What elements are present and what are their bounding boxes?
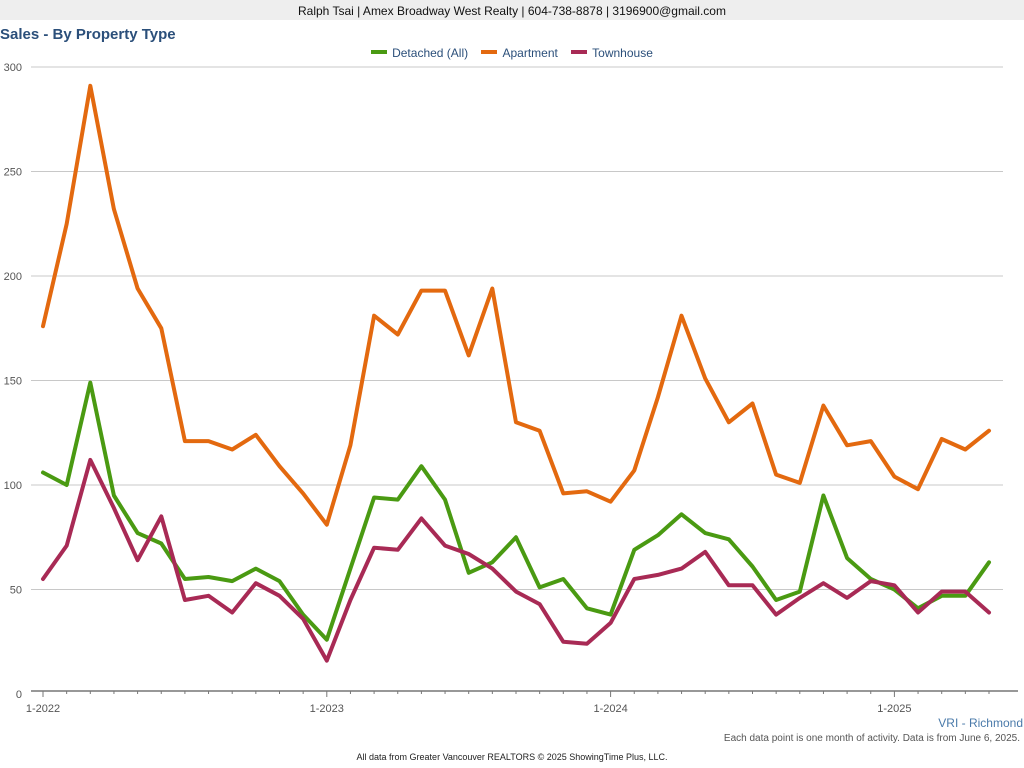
y-tick-label: 150 [4,376,22,388]
legend-swatch-apartment [481,49,498,54]
series-line-apartment [41,83,991,527]
legend-label-detached: Detached (All) [392,46,469,60]
x-tick-label: 1-2022 [26,703,60,715]
y-tick-label: 0 [16,689,22,701]
legend-label-townhouse: Townhouse [592,46,653,60]
data-note: Each data point is one month of activity… [723,733,1020,744]
legend-item-detached[interactable]: Detached (All) [371,46,468,60]
x-tick-label: 1-2023 [310,703,344,715]
region-label: VRI - Richmond [938,716,1023,730]
legend-item-apartment[interactable]: Apartment [481,46,558,60]
y-tick-label: 250 [4,167,22,179]
y-tick-label: 50 [10,585,22,597]
series-line-townhouse [41,457,991,663]
y-tick-label: 200 [4,271,22,283]
legend-swatch-detached [371,49,388,54]
x-tick-label: 1-2024 [593,703,627,715]
chart-title: Sales - By Property Type [0,26,176,43]
y-tick-label: 300 [4,62,22,74]
series-line-detached-all [41,380,991,642]
legend-label-apartment: Apartment [502,46,558,60]
contact-header: Ralph Tsai | Amex Broadway West Realty |… [0,0,1024,20]
x-tick-label: 1-2025 [877,703,911,715]
legend-swatch-townhouse [571,49,588,54]
legend-item-townhouse[interactable]: Townhouse [571,46,653,60]
chart-legend: Detached (All) Apartment Townhouse [0,46,1024,62]
y-tick-label: 100 [4,480,22,492]
source-footer: All data from Greater Vancouver REALTORS… [356,752,668,762]
